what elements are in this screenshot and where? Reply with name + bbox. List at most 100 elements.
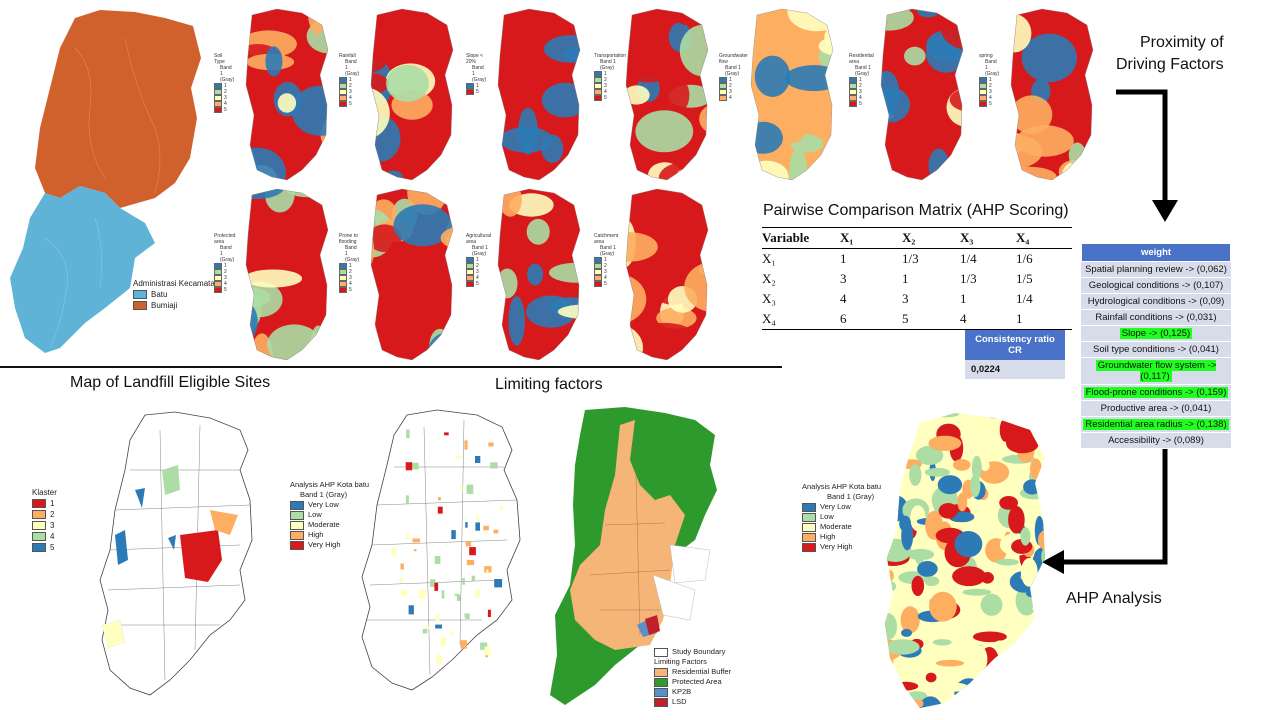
klaster-legend-item-label: 5 [50, 543, 55, 552]
ahp-legend-item-swatch [802, 542, 816, 552]
factor-map-legend-item: 3 [339, 275, 359, 281]
factor-map-legend-item: 5 [466, 281, 491, 287]
ahp-heading: AHP Analysis [1066, 590, 1162, 607]
pcm-cell: 5 [902, 311, 909, 326]
pcm-cell: X₂ [762, 271, 776, 286]
limiting-legend-item: Residential Buffer [654, 667, 731, 677]
admin-region-batu [10, 186, 155, 353]
klaster-legend-item: 3 [32, 520, 57, 531]
factor-map-legend-item: 1 [466, 257, 491, 263]
factor-map-legend-item: 3 [594, 83, 626, 89]
pcm-cell: 1 [840, 251, 847, 266]
factor-map-legend-item: 4 [979, 95, 999, 101]
pcm-row: X₄ 6 5 4 1 [762, 309, 1072, 329]
factor-map-legend-item: 4 [466, 275, 491, 281]
factor-map-subtitle: Band 1 (Gray) [600, 245, 616, 257]
factor-map-image [625, 8, 709, 181]
factor-map-legend-item: 1 [719, 77, 748, 83]
ahp-legend-small-item-swatch [290, 510, 304, 520]
factor-map-legend: Catchment area Band 1 (Gray) 1 2 3 4 5 [594, 233, 618, 287]
limiting-heading: Limiting factors [495, 376, 603, 393]
limiting-legend-item-label: Protected Area [672, 677, 722, 686]
weights-table: weight Spatial planning review -> (0,062… [1081, 243, 1231, 449]
ahp-legend-small-item-label: Moderate [308, 520, 340, 529]
factor-map-legend-item: 3 [339, 89, 359, 95]
residential-buffer [570, 420, 685, 650]
limiting-factors-map [550, 407, 717, 705]
pcm-cell: 1 [1016, 311, 1023, 326]
factor-map-legend: Soil Type Band 1 (Gray) 1 2 3 4 5 [214, 53, 234, 113]
weight-label: Accessibility -> (0,089) [1108, 435, 1204, 446]
factor-map-title: Rainfall [339, 53, 356, 59]
factor-map-legend-item: 5 [849, 101, 874, 107]
pcm-cell: X₃ [762, 291, 776, 306]
factor-map-legend-item: 3 [214, 275, 235, 281]
factor-map-image [370, 188, 454, 361]
ahp-legend-item: Moderate [802, 522, 881, 532]
ahp-legend-small-item: Low [290, 510, 369, 520]
limiting-legend-title: Limiting Factors [654, 657, 707, 666]
limiting-legend-item-label: Residential Buffer [672, 667, 732, 676]
factor-map-title: Agricultural area [466, 233, 492, 245]
limiting-legend-item: LSD [654, 697, 731, 707]
weight-row: Geological conditions -> (0,107) [1081, 278, 1231, 294]
pcm-cell: 3 [902, 291, 909, 306]
klaster-legend-item-label: 2 [50, 510, 55, 519]
factor-map-legend-item: 2 [719, 83, 748, 89]
factor-map-legend-item: 2 [979, 83, 999, 89]
ahp-legend-item-label: Moderate [820, 522, 852, 531]
factor-map-legend: Residential area Band 1 (Gray) 1 2 3 4 5 [849, 53, 874, 107]
ahp-legend-item-swatch [802, 522, 816, 532]
factor-map-legend-item: 1 [339, 77, 359, 83]
ahp-legend-small-item-label: Low [308, 510, 322, 519]
factor-map-legend-item: 2 [594, 263, 618, 269]
factor-map-subtitle: Band 1 (Gray) [985, 59, 1000, 77]
consistency-label: Consistency ratio CR [965, 330, 1065, 360]
weight-label: Rainfall conditions -> (0,031) [1095, 312, 1217, 323]
pcm-cell: 1/3 [960, 271, 977, 286]
arrow-head-left [1042, 550, 1064, 574]
weight-label: Spatial planning review -> (0,062) [1085, 264, 1227, 275]
factor-map-legend-item: 3 [214, 95, 234, 101]
limiting-legend-item: KP2B [654, 687, 731, 697]
ahp-legend-item-label: Very High [820, 542, 853, 551]
klaster-legend-item-label: 3 [50, 521, 55, 530]
ahp-legend-item: High [802, 532, 881, 542]
factor-map-legend-item: 1 [594, 71, 626, 77]
factor-map-legend: Rainfall Band 1 (Gray) 1 2 3 4 5 [339, 53, 359, 107]
ahp-legend-item-swatch [802, 512, 816, 522]
study-boundary-white [652, 544, 711, 621]
weight-row: Slope -> (0,125) [1081, 326, 1231, 342]
factor-map-legend-item: 4 [719, 95, 748, 101]
pcm-cell: 1/3 [902, 251, 919, 266]
factor-map-title: Protected area [214, 233, 236, 245]
ahp-legend-item: Very Low [802, 502, 881, 512]
ahp-legend-item: Very High [802, 542, 881, 552]
factor-map-legend-item: 5 [594, 95, 626, 101]
consistency-box: Consistency ratio CR 0,0224 [965, 330, 1065, 379]
pcm-table-wrap: Variable X₁ X₂ X₃ X₄ X₁ 1 1/3 1/4 1/6 X₂ 3 1 1/3… [762, 227, 1072, 330]
factor-map-legend-item: 4 [214, 101, 234, 107]
arrow-head-down [1152, 200, 1178, 222]
pcm-row: X₁ 1 1/3 1/4 1/6 [762, 249, 1072, 270]
pcm-cell: 1/6 [1016, 251, 1033, 266]
weight-label: Hydrological conditions -> (0,09) [1087, 296, 1225, 307]
factor-map-legend-item: 2 [214, 269, 235, 275]
factor-map-legend-item: 5 [214, 287, 235, 293]
section-divider [0, 366, 782, 368]
weight-label: Productive area -> (0,041) [1100, 403, 1212, 414]
ahp-legend-small-item: High [290, 530, 369, 540]
cluster-green-area [162, 465, 180, 495]
ahp-legend-small-item-swatch [290, 500, 304, 510]
ahp-legend-small-item-label: Very High [308, 540, 341, 549]
admin-legend-title: Administrasi Kecamatan [133, 279, 220, 288]
weight-label: Slope -> (0,125) [1119, 328, 1193, 339]
ahp-legend-item-label: High [820, 532, 836, 541]
factor-map-image [497, 8, 581, 181]
limiting-ahp-map [361, 409, 521, 691]
factor-map-legend: Agricultural area Band 1 (Gray) 1 2 3 4 5 [466, 233, 491, 287]
eligible-sites-map [99, 411, 253, 696]
factor-map-legend-item: 4 [849, 95, 874, 101]
pcm-cell: 6 [840, 311, 847, 326]
